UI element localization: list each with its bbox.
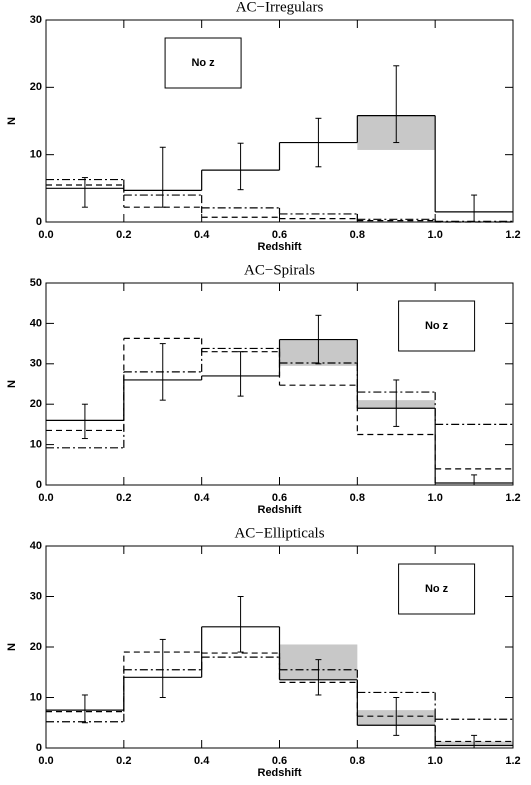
y-axis-label: N [6, 117, 18, 125]
annotation-text: No z [425, 320, 449, 332]
plot-frame [45, 19, 514, 223]
x-axis-label: Redshift [258, 767, 302, 779]
y-tick-label: 0 [36, 479, 42, 491]
x-tick-label: 0.4 [194, 229, 210, 241]
y-axis-label: N [6, 380, 18, 388]
x-axis-label: Redshift [258, 241, 302, 253]
y-tick-label: 20 [30, 81, 42, 93]
x-tick-label: 1.2 [505, 755, 520, 767]
annotation-box [164, 37, 242, 89]
y-tick-label: 30 [30, 590, 42, 602]
x-tick-label: 1.0 [428, 229, 443, 241]
annotation-text: No z [425, 583, 449, 595]
x-tick-label: 0.8 [350, 755, 365, 767]
x-tick-label: 1.2 [505, 229, 520, 241]
y-tick-label: 40 [30, 540, 42, 552]
y-tick-label: 0 [36, 216, 42, 228]
chart-title: AC−Ellipticals [234, 525, 324, 541]
x-tick-label: 0.6 [272, 229, 287, 241]
x-tick-label: 0.2 [116, 229, 131, 241]
x-tick-label: 0.6 [272, 755, 287, 767]
chart-title: AC−Spirals [244, 262, 315, 278]
annotation-box [398, 563, 476, 615]
y-tick-label: 10 [30, 691, 42, 703]
y-tick-label: 10 [30, 439, 42, 451]
x-tick-label: 1.0 [428, 755, 443, 767]
x-tick-label: 0.2 [116, 492, 131, 504]
y-tick-label: 20 [30, 641, 42, 653]
annotation-text: No z [191, 57, 215, 69]
chart-title: AC−Irregulars [236, 0, 324, 15]
x-tick-label: 0.2 [116, 755, 131, 767]
y-tick-label: 30 [30, 14, 42, 26]
x-tick-label: 0.8 [350, 229, 365, 241]
x-tick-label: 0.4 [194, 755, 210, 767]
x-tick-label: 0.4 [194, 492, 210, 504]
x-tick-label: 0.0 [38, 755, 53, 767]
x-tick-label: 0.8 [350, 492, 365, 504]
y-tick-label: 40 [30, 317, 42, 329]
y-tick-label: 10 [30, 149, 42, 161]
y-tick-label: 50 [30, 277, 42, 289]
x-tick-label: 1.0 [428, 492, 443, 504]
x-tick-label: 0.0 [38, 492, 53, 504]
x-tick-label: 0.6 [272, 492, 287, 504]
y-axis-label: N [6, 643, 18, 651]
y-tick-label: 20 [30, 398, 42, 410]
y-tick-label: 30 [30, 358, 42, 370]
annotation-box [398, 300, 476, 352]
y-tick-label: 0 [36, 742, 42, 754]
x-tick-label: 1.2 [505, 492, 520, 504]
x-axis-label: Redshift [258, 504, 302, 516]
x-tick-label: 0.0 [38, 229, 53, 241]
